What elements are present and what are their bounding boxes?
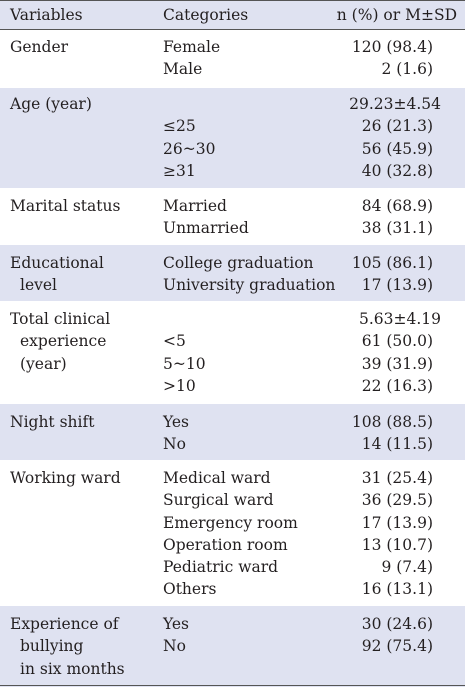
table-row-gender-categories: Female Male xyxy=(163,38,221,79)
table-row-ward-values: 31 (25.4) 36 (29.5) 17 (13.9) 13 (10.7) … xyxy=(361,469,433,599)
table-row-night-shift-variable: Night shift xyxy=(10,413,95,431)
table-row-gender-values: 120 (98.4) 2 (1.6) xyxy=(351,38,433,79)
header-categories: Categories xyxy=(163,6,249,24)
table-row-marital-variable: Marital status xyxy=(10,197,121,215)
table-row-marital-values: 84 (68.9) 38 (31.1) xyxy=(361,197,433,238)
table-row-experience-categories: <5 5~10 >10 xyxy=(163,332,206,395)
table-row-age-variable: Age (year) xyxy=(10,95,92,113)
band-night-shift xyxy=(0,404,465,460)
band-education xyxy=(0,245,465,301)
table-row-bullying-values: 30 (24.6) 92 (75.4) xyxy=(361,615,433,656)
table-row-bullying-categories: Yes No xyxy=(163,615,190,656)
table-row-experience-values: 5.63±4.19 61 (50.0) 39 (31.9) 22 (16.3) xyxy=(358,310,441,395)
table-bottom-rule xyxy=(0,685,465,686)
table-row-gender-variable: Gender xyxy=(10,38,69,56)
band-bullying xyxy=(0,606,465,687)
header-variables: Variables xyxy=(10,6,83,24)
table-header xyxy=(0,0,465,30)
table-row-education-variable: Educational level xyxy=(10,254,104,295)
table-row-bullying-variable: Experience of bullying in six months xyxy=(10,615,125,678)
table-row-night-shift-values: 108 (88.5) 14 (11.5) xyxy=(351,413,433,454)
band-age xyxy=(0,88,465,188)
table-row-marital-categories: Married Unmarried xyxy=(163,197,249,238)
table-row-ward-variable: Working ward xyxy=(10,469,121,487)
table-row-ward-categories: Medical ward Surgical ward Emergency roo… xyxy=(163,469,298,599)
header-values: n (%) or M±SD xyxy=(336,6,457,24)
table-row-education-values: 105 (86.1) 17 (13.9) xyxy=(351,254,433,295)
table-row-age-values: 29.23±4.54 26 (21.3) 56 (45.9) 40 (32.8) xyxy=(349,95,441,180)
table-row-night-shift-categories: Yes No xyxy=(163,413,190,454)
table-row-experience-variable: Total clinical experience (year) xyxy=(10,310,111,373)
table-row-age-categories: ≤25 26~30 ≥31 xyxy=(163,117,216,180)
table-row-education-categories: College graduation University graduation xyxy=(163,254,336,295)
